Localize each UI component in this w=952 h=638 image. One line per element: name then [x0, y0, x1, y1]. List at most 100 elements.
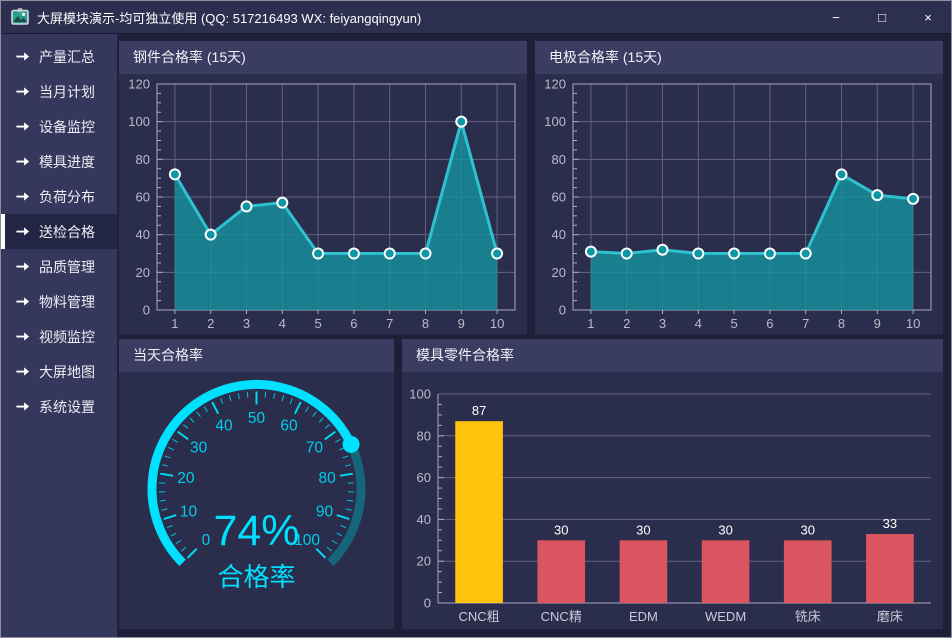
svg-text:100: 100	[409, 387, 431, 402]
svg-text:100: 100	[294, 532, 320, 549]
data-point	[692, 247, 705, 260]
svg-text:0: 0	[143, 303, 150, 318]
sidebar-item-label: 模具进度	[39, 153, 95, 170]
bar-EDM	[619, 540, 668, 603]
sidebar-item-0[interactable]: 产量汇总	[1, 39, 117, 74]
x-axis-labels: CNC粗 CNC精 EDM WEDM 铣床 磨床	[458, 609, 902, 624]
data-point	[383, 247, 396, 260]
sidebar-item-8[interactable]: 视频监控	[1, 319, 117, 354]
panel-mold-parts-pass-rate: 模具零件合格率 87 30 30 30 30 33 0 20 40 60 80 100 CNC粗 CNC精…	[402, 339, 943, 629]
gauge-ticks	[159, 391, 354, 559]
svg-text:40: 40	[417, 512, 431, 527]
svg-text:120: 120	[128, 77, 150, 92]
svg-text:60: 60	[280, 418, 298, 435]
svg-text:CNC粗: CNC粗	[458, 609, 499, 624]
panel-today-pass-rate: 当天合格率 0 10 20 30 40 50 60 70 80 90 100 74% 合格率	[119, 339, 394, 629]
sidebar-item-6[interactable]: 品质管理	[1, 249, 117, 284]
svg-text:9: 9	[874, 316, 881, 331]
svg-text:WEDM: WEDM	[705, 609, 746, 624]
bar-CNC粗	[455, 421, 503, 603]
sidebar-item-9[interactable]: 大屏地图	[1, 354, 117, 389]
sidebar-item-1[interactable]: 当月计划	[1, 74, 117, 109]
svg-text:30: 30	[190, 439, 208, 456]
close-button[interactable]: ×	[924, 9, 932, 25]
svg-text:6: 6	[766, 316, 773, 331]
svg-text:2: 2	[207, 316, 214, 331]
svg-text:80: 80	[417, 428, 431, 443]
svg-text:3: 3	[659, 316, 666, 331]
gauge-value-text: 74%	[213, 507, 299, 555]
titlebar: 大屏模块演示-均可独立使用 (QQ: 517216493 WX: feiyang…	[1, 1, 951, 34]
series-line	[590, 172, 914, 255]
x-axis-labels: 1 2 3 4 5 6 7 8 9 10	[171, 316, 504, 331]
arrow-right-icon	[15, 224, 30, 239]
svg-text:60: 60	[552, 190, 566, 205]
sidebar-item-label: 视频监控	[39, 328, 95, 345]
svg-text:铣床: 铣床	[795, 609, 821, 624]
svg-text:50: 50	[248, 410, 266, 427]
arrow-right-icon	[15, 364, 30, 379]
bar-value-label: 30	[801, 522, 815, 537]
sidebar-item-label: 物料管理	[39, 293, 95, 310]
panel-title-steel: 钢件合格率 (15天)	[119, 41, 527, 74]
svg-text:120: 120	[544, 77, 566, 92]
svg-text:磨床: 磨床	[877, 609, 903, 624]
gauge-progress-arc	[147, 379, 356, 567]
data-point	[907, 192, 920, 205]
arrow-right-icon	[15, 84, 30, 99]
y-axis-labels: 0 20 40 60 80 100 120	[128, 77, 150, 318]
area-fill	[590, 174, 914, 310]
arrow-right-icon	[15, 329, 30, 344]
y-axis-labels: 0 20 40 60 80 100 120	[544, 77, 566, 318]
bar-value-label: 87	[472, 403, 486, 418]
bar-CNC精	[537, 540, 586, 603]
axes	[437, 394, 931, 604]
svg-text:5: 5	[730, 316, 737, 331]
sidebar-item-label: 当月计划	[39, 83, 95, 100]
gauge-value-label: 合格率	[217, 562, 295, 592]
sidebar-item-10[interactable]: 系统设置	[1, 389, 117, 424]
data-point	[728, 247, 741, 260]
svg-text:0: 0	[202, 532, 211, 549]
arrow-right-icon	[15, 399, 30, 414]
series-line	[173, 120, 499, 255]
sidebar-item-3[interactable]: 模具进度	[1, 144, 117, 179]
minimize-button[interactable]: −	[832, 9, 840, 25]
gauge-pointer-dot	[342, 435, 360, 453]
electrode-area-chart: 0 20 40 60 80 100 120 1 2 3 4 5 6 7 8 9 10	[535, 74, 943, 334]
bar-value-label: 30	[718, 522, 732, 537]
data-point-markers	[584, 168, 920, 260]
bars: 87 30 30 30 30 33	[455, 403, 914, 603]
svg-text:80: 80	[136, 152, 150, 167]
sidebar-item-5[interactable]: 送检合格	[1, 214, 117, 249]
panel-title-electrode: 电极合格率 (15天)	[535, 41, 943, 74]
data-point	[312, 247, 325, 260]
data-point	[835, 168, 848, 181]
sidebar-item-label: 大屏地图	[39, 363, 95, 380]
charts-row-bottom: 当天合格率 0 10 20 30 40 50 60 70 80 90 100 74% 合格率 模具零件合…	[119, 339, 943, 629]
sidebar-item-2[interactable]: 设备监控	[1, 109, 117, 144]
svg-text:80: 80	[318, 470, 336, 487]
arrow-right-icon	[15, 259, 30, 274]
data-point	[763, 247, 776, 260]
data-point	[799, 247, 812, 260]
sidebar-item-7[interactable]: 物料管理	[1, 284, 117, 319]
svg-text:40: 40	[552, 227, 566, 242]
sidebar-item-4[interactable]: 负荷分布	[1, 179, 117, 214]
bar-value-label: 33	[883, 516, 897, 531]
bar-WEDM	[701, 540, 750, 603]
svg-text:7: 7	[802, 316, 809, 331]
panel-title-mold: 模具零件合格率	[402, 339, 943, 372]
sidebar-item-label: 产量汇总	[39, 48, 95, 65]
maximize-button[interactable]: □	[878, 9, 886, 25]
data-point	[871, 189, 884, 202]
data-point	[620, 247, 633, 260]
data-point	[240, 200, 253, 213]
data-point	[276, 196, 289, 209]
svg-text:70: 70	[306, 439, 324, 456]
svg-text:10: 10	[906, 316, 920, 331]
svg-text:6: 6	[350, 316, 357, 331]
electrode-chart-svg: 0 20 40 60 80 100 120 1 2 3 4 5 6 7 8 9 10	[544, 77, 932, 331]
